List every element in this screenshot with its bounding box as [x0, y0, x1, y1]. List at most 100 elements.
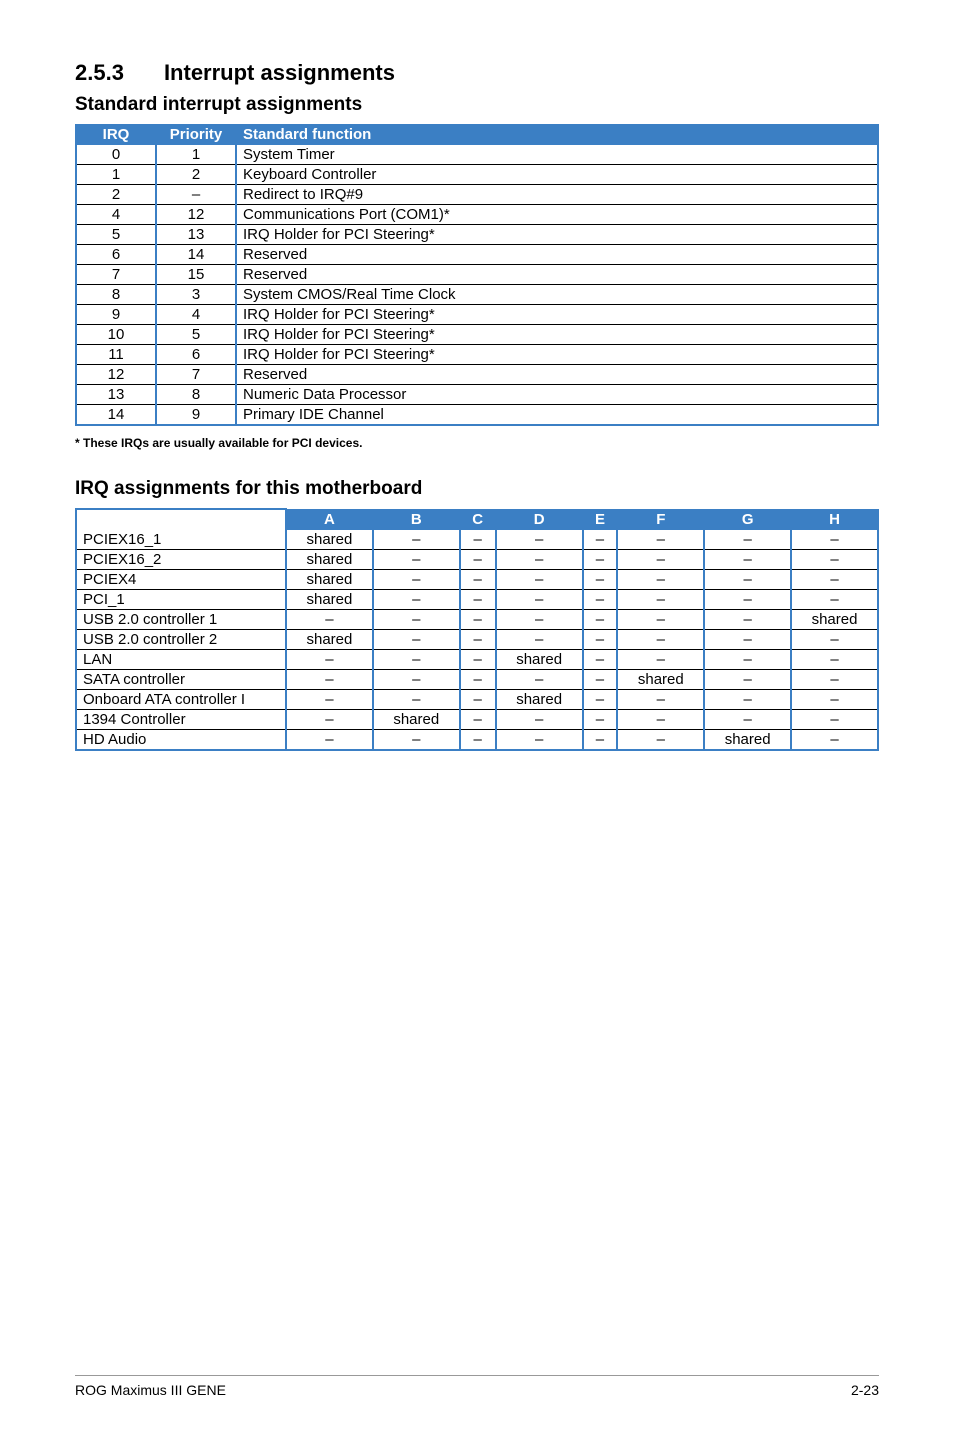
table-cell: –: [583, 530, 618, 550]
table-cell: –: [791, 550, 878, 570]
table-cell: 7: [156, 365, 236, 385]
table-cell: –: [704, 670, 791, 690]
table2-body: PCIEX16_1shared–––––––PCIEX16_2shared–––…: [76, 530, 878, 750]
table-cell: –: [496, 530, 583, 550]
table-cell: –: [496, 670, 583, 690]
table-cell: –: [286, 710, 373, 730]
table-row: USB 2.0 controller 1–––––––shared: [76, 610, 878, 630]
table-cell: HD Audio: [76, 730, 286, 751]
table1-title: Standard interrupt assignments: [75, 94, 879, 116]
table-cell: 2: [76, 185, 156, 205]
standard-interrupt-table: IRQ Priority Standard function 01System …: [75, 124, 879, 426]
table-row: PCI_1shared–––––––: [76, 590, 878, 610]
table-cell: –: [373, 590, 460, 610]
table2-header-cell: H: [791, 509, 878, 530]
table-cell: –: [373, 610, 460, 630]
table2-header-cell: [76, 509, 286, 530]
section-number: 2.5.3: [75, 60, 124, 86]
table-cell: –: [617, 690, 704, 710]
table-cell: Reserved: [236, 265, 878, 285]
table-cell: 14: [76, 405, 156, 426]
table-cell: –: [373, 570, 460, 590]
table-cell: –: [460, 590, 496, 610]
table-cell: –: [704, 690, 791, 710]
table-row: PCIEX16_1shared–––––––: [76, 530, 878, 550]
table-row: 105IRQ Holder for PCI Steering*: [76, 325, 878, 345]
table-cell: Reserved: [236, 365, 878, 385]
table-cell: 1: [76, 165, 156, 185]
table-row: 116IRQ Holder for PCI Steering*: [76, 345, 878, 365]
table1-header-priority: Priority: [156, 124, 236, 145]
table-cell: –: [704, 550, 791, 570]
table-cell: 7: [76, 265, 156, 285]
table-cell: –: [791, 670, 878, 690]
table-cell: –: [583, 630, 618, 650]
table-row: 513IRQ Holder for PCI Steering*: [76, 225, 878, 245]
table-cell: –: [460, 730, 496, 751]
table-cell: IRQ Holder for PCI Steering*: [236, 345, 878, 365]
table2-header-row: ABCDEFGH: [76, 509, 878, 530]
table-cell: –: [617, 630, 704, 650]
table-cell: 8: [156, 385, 236, 405]
table-cell: LAN: [76, 650, 286, 670]
table2-header-cell: E: [583, 509, 618, 530]
table-cell: –: [791, 730, 878, 751]
table-cell: –: [617, 650, 704, 670]
table-cell: 12: [76, 365, 156, 385]
table-cell: 3: [156, 285, 236, 305]
table-row: 2–Redirect to IRQ#9: [76, 185, 878, 205]
table-cell: 0: [76, 145, 156, 165]
table-cell: USB 2.0 controller 1: [76, 610, 286, 630]
table-cell: shared: [373, 710, 460, 730]
table-row: 83System CMOS/Real Time Clock: [76, 285, 878, 305]
table-cell: –: [583, 570, 618, 590]
page-footer: ROG Maximus III GENE 2-23: [75, 1375, 879, 1398]
table-cell: –: [704, 570, 791, 590]
table-cell: –: [460, 710, 496, 730]
table-cell: –: [496, 590, 583, 610]
table-cell: –: [791, 650, 878, 670]
table-cell: –: [373, 690, 460, 710]
table2-header-cell: A: [286, 509, 373, 530]
table-cell: 6: [76, 245, 156, 265]
table-cell: –: [373, 550, 460, 570]
table-cell: 1: [156, 145, 236, 165]
table-cell: –: [496, 730, 583, 751]
table-cell: shared: [791, 610, 878, 630]
table-cell: –: [583, 690, 618, 710]
table-cell: IRQ Holder for PCI Steering*: [236, 305, 878, 325]
table-cell: 9: [76, 305, 156, 325]
table-cell: –: [460, 650, 496, 670]
table-cell: shared: [286, 570, 373, 590]
table-cell: PCI_1: [76, 590, 286, 610]
table-cell: –: [704, 530, 791, 550]
footer-left: ROG Maximus III GENE: [75, 1382, 226, 1398]
table2-header-cell: F: [617, 509, 704, 530]
table-cell: 5: [156, 325, 236, 345]
table-row: 1394 Controller–shared––––––: [76, 710, 878, 730]
table-cell: –: [583, 710, 618, 730]
table1-header-row: IRQ Priority Standard function: [76, 124, 878, 145]
table-cell: shared: [617, 670, 704, 690]
table-cell: –: [286, 670, 373, 690]
table-cell: –: [373, 650, 460, 670]
table-row: 412Communications Port (COM1)*: [76, 205, 878, 225]
table-cell: –: [583, 670, 618, 690]
table-cell: –: [496, 710, 583, 730]
table-row: PCIEX4shared–––––––: [76, 570, 878, 590]
table-row: LAN–––shared––––: [76, 650, 878, 670]
table-cell: –: [286, 690, 373, 710]
table-row: 01System Timer: [76, 145, 878, 165]
table-cell: –: [460, 550, 496, 570]
table2-header-cell: C: [460, 509, 496, 530]
table2-title: IRQ assignments for this motherboard: [75, 478, 879, 500]
table-cell: –: [583, 730, 618, 751]
table-cell: –: [617, 530, 704, 550]
table-cell: 5: [76, 225, 156, 245]
motherboard-irq-table: ABCDEFGH PCIEX16_1shared–––––––PCIEX16_2…: [75, 508, 879, 751]
table-cell: shared: [496, 650, 583, 670]
table-cell: 13: [76, 385, 156, 405]
table-cell: –: [583, 650, 618, 670]
table-cell: –: [460, 690, 496, 710]
section-title-text: Interrupt assignments: [164, 60, 395, 85]
